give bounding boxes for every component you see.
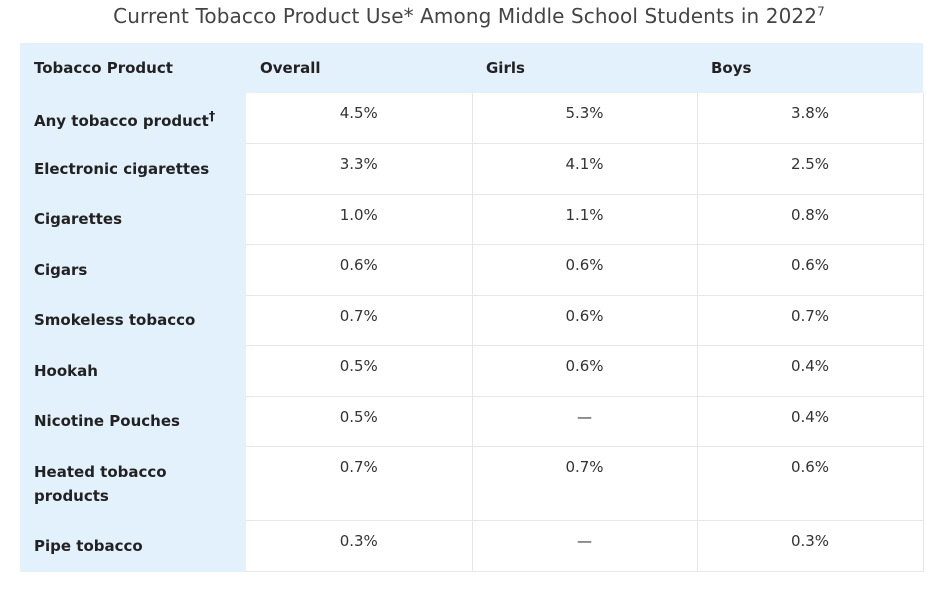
- row-label: Cigars: [20, 244, 246, 296]
- column-header-product: Tobacco Product: [34, 59, 173, 77]
- cell-girls: —: [472, 396, 698, 447]
- row-label: Heated tobacco products: [20, 446, 246, 521]
- row-label: Nicotine Pouches: [20, 396, 246, 447]
- cell-overall: 0.5%: [246, 345, 473, 397]
- title-footnote-marker: 7: [817, 4, 825, 19]
- table-row: Smokeless tobacco 0.7% 0.6% 0.7%: [20, 295, 924, 346]
- table-row: Any tobacco product† 4.5% 5.3% 3.8%: [20, 93, 924, 144]
- cell-overall: 0.3%: [246, 520, 473, 572]
- cell-girls: —: [472, 520, 698, 572]
- cell-overall: 3.3%: [246, 143, 473, 195]
- tobacco-use-table: Tobacco Product Overall Girls Boys Any t…: [20, 43, 924, 572]
- table-row: Hookah 0.5% 0.6% 0.4%: [20, 345, 924, 397]
- row-label: Hookah: [20, 345, 246, 397]
- table-row: Electronic cigarettes 3.3% 4.1% 2.5%: [20, 143, 924, 195]
- cell-overall: 0.7%: [246, 446, 473, 521]
- cell-girls: 0.6%: [472, 295, 698, 346]
- cell-girls: 0.7%: [472, 446, 698, 521]
- table-row: Cigars 0.6% 0.6% 0.6%: [20, 244, 924, 296]
- column-header-overall: Overall: [260, 59, 321, 77]
- cell-boys: 0.4%: [697, 345, 924, 397]
- cell-overall: 4.5%: [246, 93, 473, 144]
- row-label: Any tobacco product†: [20, 93, 246, 144]
- table-header-row: Tobacco Product Overall Girls Boys: [20, 43, 923, 93]
- cell-overall: 0.5%: [246, 396, 473, 447]
- cell-girls: 4.1%: [472, 143, 698, 195]
- row-label: Cigarettes: [20, 194, 246, 245]
- chart-title: Current Tobacco Product Use* Among Middl…: [113, 4, 825, 28]
- cell-boys: 3.8%: [697, 93, 924, 144]
- row-label: Pipe tobacco: [20, 520, 246, 572]
- column-header-girls: Girls: [486, 59, 525, 77]
- cell-girls: 0.6%: [472, 345, 698, 397]
- table-row: Heated tobacco products 0.7% 0.7% 0.6%: [20, 446, 924, 521]
- cell-girls: 5.3%: [472, 93, 698, 144]
- cell-boys: 0.8%: [697, 194, 924, 245]
- cell-boys: 0.3%: [697, 520, 924, 572]
- cell-overall: 0.7%: [246, 295, 473, 346]
- cell-overall: 1.0%: [246, 194, 473, 245]
- column-header-boys: Boys: [711, 59, 752, 77]
- cell-girls: 0.6%: [472, 244, 698, 296]
- cell-boys: 0.6%: [697, 244, 924, 296]
- row-label: Electronic cigarettes: [20, 143, 246, 195]
- row-label: Smokeless tobacco: [20, 295, 246, 346]
- cell-boys: 2.5%: [697, 143, 924, 195]
- footnote-marker: †: [208, 107, 216, 123]
- table-row: Nicotine Pouches 0.5% — 0.4%: [20, 396, 924, 447]
- table-row: Cigarettes 1.0% 1.1% 0.8%: [20, 194, 924, 245]
- cell-overall: 0.6%: [246, 244, 473, 296]
- cell-boys: 0.6%: [697, 446, 924, 521]
- cell-boys: 0.7%: [697, 295, 924, 346]
- cell-girls: 1.1%: [472, 194, 698, 245]
- cell-boys: 0.4%: [697, 396, 924, 447]
- table-row: Pipe tobacco 0.3% — 0.3%: [20, 520, 924, 572]
